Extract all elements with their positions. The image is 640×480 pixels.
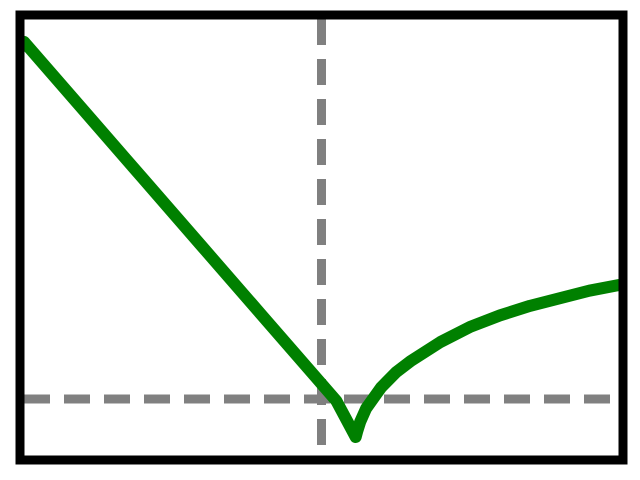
series-line-0 xyxy=(18,35,625,443)
plot-layer xyxy=(18,19,625,456)
plot-frame xyxy=(15,10,628,465)
